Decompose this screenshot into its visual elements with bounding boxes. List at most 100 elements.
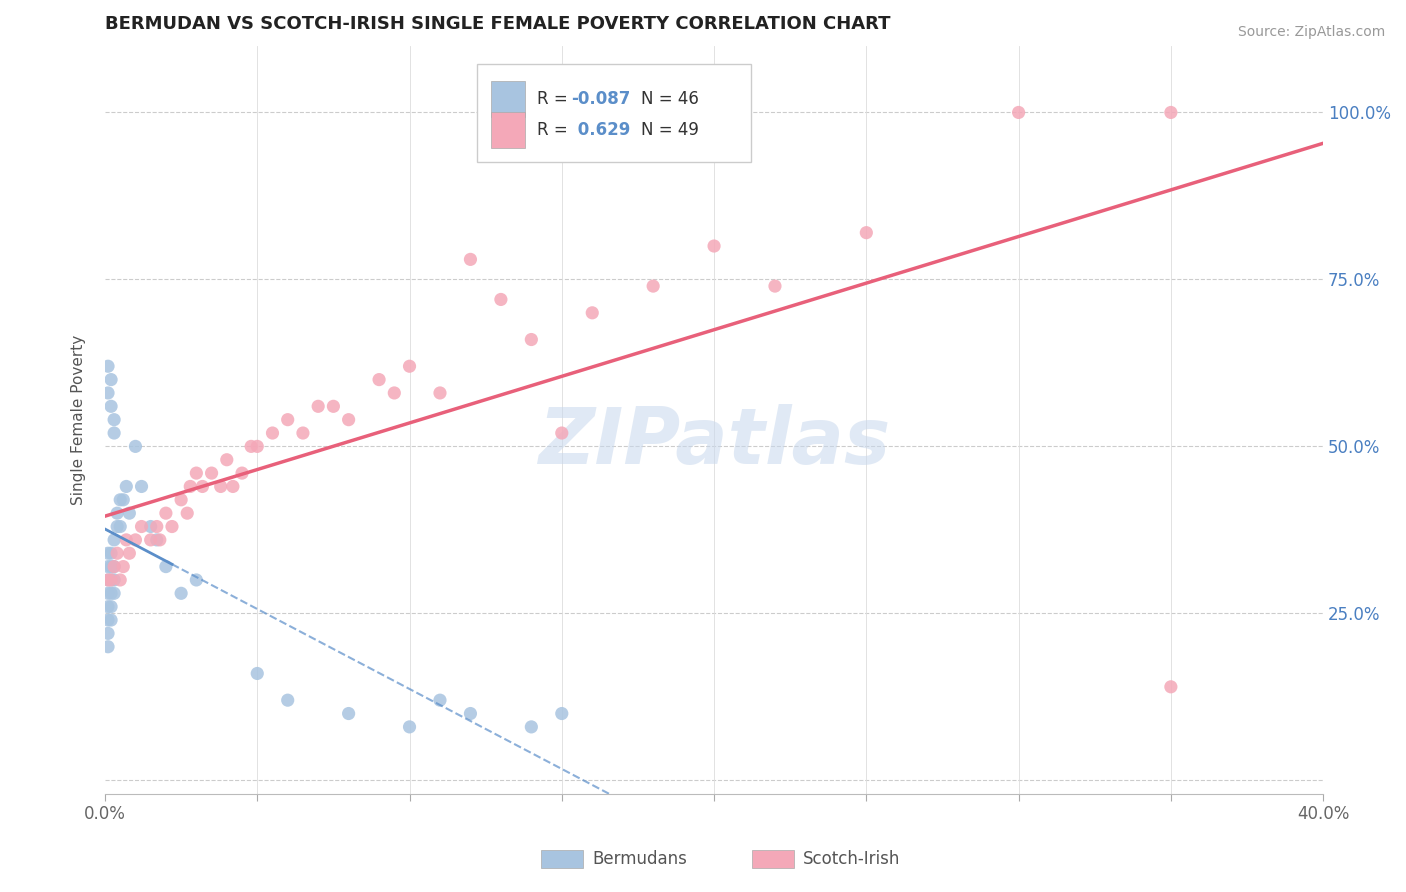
- Point: [246, 439, 269, 453]
- Point: [97, 359, 120, 374]
- Point: [103, 412, 125, 426]
- Point: [551, 425, 574, 440]
- FancyBboxPatch shape: [491, 112, 526, 148]
- Point: [1007, 105, 1029, 120]
- Text: -0.087: -0.087: [572, 90, 631, 108]
- Point: [398, 720, 420, 734]
- Point: [131, 479, 153, 493]
- Point: [200, 466, 222, 480]
- Text: 0.629: 0.629: [572, 121, 630, 139]
- Point: [100, 599, 122, 614]
- Point: [215, 452, 238, 467]
- Point: [581, 306, 603, 320]
- Point: [97, 586, 120, 600]
- Point: [131, 519, 153, 533]
- Point: [100, 573, 122, 587]
- Point: [103, 586, 125, 600]
- Point: [551, 706, 574, 721]
- Text: N = 46: N = 46: [641, 90, 699, 108]
- Point: [149, 533, 172, 547]
- Point: [1160, 105, 1182, 120]
- Bar: [541, 850, 583, 868]
- Point: [105, 519, 128, 533]
- Point: [97, 573, 120, 587]
- Point: [97, 546, 120, 560]
- Point: [855, 226, 877, 240]
- Point: [170, 586, 193, 600]
- Point: [240, 439, 263, 453]
- Point: [231, 466, 253, 480]
- Point: [105, 546, 128, 560]
- Point: [160, 519, 183, 533]
- Point: [186, 466, 208, 480]
- Point: [97, 386, 120, 401]
- Point: [1160, 680, 1182, 694]
- Point: [118, 506, 141, 520]
- Point: [110, 573, 132, 587]
- Point: [100, 546, 122, 560]
- Point: [489, 293, 512, 307]
- Bar: [752, 850, 794, 868]
- Point: [100, 400, 122, 414]
- FancyBboxPatch shape: [491, 81, 526, 117]
- Point: [115, 533, 138, 547]
- Point: [103, 573, 125, 587]
- Point: [307, 400, 329, 414]
- Point: [176, 506, 198, 520]
- Point: [460, 706, 482, 721]
- Point: [398, 359, 420, 374]
- Text: BERMUDAN VS SCOTCH-IRISH SINGLE FEMALE POVERTY CORRELATION CHART: BERMUDAN VS SCOTCH-IRISH SINGLE FEMALE P…: [105, 15, 890, 33]
- Point: [112, 492, 135, 507]
- Point: [277, 693, 299, 707]
- Point: [145, 519, 167, 533]
- Point: [246, 666, 269, 681]
- Point: [520, 333, 543, 347]
- Point: [100, 373, 122, 387]
- Point: [100, 573, 122, 587]
- Point: [139, 533, 162, 547]
- Point: [291, 425, 314, 440]
- Point: [262, 425, 284, 440]
- Point: [337, 412, 360, 426]
- Point: [763, 279, 786, 293]
- Point: [105, 506, 128, 520]
- Point: [118, 546, 141, 560]
- Point: [703, 239, 725, 253]
- Point: [179, 479, 201, 493]
- Text: Scotch-Irish: Scotch-Irish: [803, 850, 900, 868]
- Text: Source: ZipAtlas.com: Source: ZipAtlas.com: [1237, 25, 1385, 39]
- Point: [97, 559, 120, 574]
- Point: [322, 400, 344, 414]
- Point: [277, 412, 299, 426]
- Point: [110, 492, 132, 507]
- Point: [110, 519, 132, 533]
- Text: R =: R =: [537, 121, 574, 139]
- Point: [103, 425, 125, 440]
- Point: [100, 586, 122, 600]
- Point: [100, 559, 122, 574]
- FancyBboxPatch shape: [477, 64, 751, 161]
- Point: [97, 599, 120, 614]
- Point: [100, 613, 122, 627]
- Y-axis label: Single Female Poverty: Single Female Poverty: [72, 334, 86, 505]
- Point: [103, 559, 125, 574]
- Point: [155, 559, 177, 574]
- Text: Bermudans: Bermudans: [592, 850, 686, 868]
- Point: [222, 479, 245, 493]
- Point: [97, 640, 120, 654]
- Point: [191, 479, 214, 493]
- Text: R =: R =: [537, 90, 574, 108]
- Point: [155, 506, 177, 520]
- Point: [112, 559, 135, 574]
- Point: [429, 386, 451, 401]
- Point: [97, 613, 120, 627]
- Point: [460, 252, 482, 267]
- Point: [643, 279, 665, 293]
- Point: [103, 533, 125, 547]
- Point: [145, 533, 167, 547]
- Point: [124, 439, 146, 453]
- Point: [186, 573, 208, 587]
- Point: [103, 559, 125, 574]
- Point: [115, 479, 138, 493]
- Point: [429, 693, 451, 707]
